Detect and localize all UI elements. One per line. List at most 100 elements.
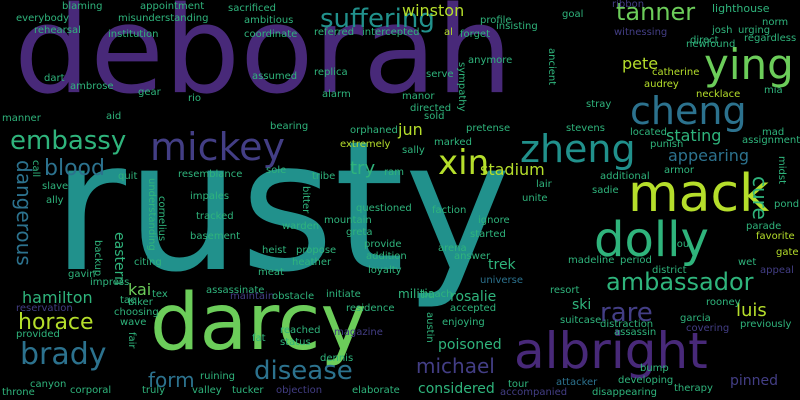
word-previously: previously bbox=[740, 319, 792, 330]
word-regardless: regardless bbox=[744, 33, 797, 44]
word-midst: midst bbox=[776, 156, 787, 184]
word-dennis: dennis bbox=[320, 353, 354, 364]
word-impress: impress bbox=[90, 277, 130, 288]
word-accompanied: accompanied bbox=[500, 387, 568, 398]
word-accepted: accepted bbox=[450, 303, 497, 314]
word-citing: citing bbox=[134, 257, 162, 268]
word-therapy: therapy bbox=[674, 383, 713, 394]
word-questioned: questioned bbox=[356, 203, 412, 214]
word-sympathy: sympathy bbox=[456, 62, 467, 112]
word-additional: additional bbox=[600, 171, 650, 182]
word-manor: manor bbox=[402, 91, 435, 102]
word-residence: residence bbox=[346, 303, 395, 314]
word-pretense: pretense bbox=[466, 123, 511, 134]
word-gear: gear bbox=[138, 87, 161, 98]
word-distraction: distraction bbox=[600, 319, 654, 330]
word-poisoned: poisoned bbox=[438, 337, 502, 353]
word-mountain: mountain bbox=[324, 215, 372, 226]
word-sadie: sadie bbox=[592, 185, 619, 196]
word-tex: tex bbox=[152, 289, 168, 300]
word-catherine: catherine bbox=[652, 67, 700, 78]
word-unite: unite bbox=[522, 193, 548, 204]
word-sole: sole bbox=[266, 165, 287, 176]
word-try: try bbox=[350, 158, 376, 179]
word-tour: tour bbox=[508, 379, 529, 390]
word-corporal: corporal bbox=[70, 385, 112, 396]
word-jun: jun bbox=[398, 120, 423, 139]
word-militia: militia bbox=[398, 287, 436, 301]
word-suitcase: suitcase bbox=[560, 315, 602, 326]
word-dolly: dolly bbox=[594, 212, 709, 268]
word-garcia: garcia bbox=[680, 313, 711, 324]
word-provided: provided bbox=[16, 329, 60, 340]
word-choosing: choosing bbox=[114, 307, 159, 318]
word-favorite: favorite bbox=[756, 231, 795, 242]
word-bitter: bitter bbox=[300, 186, 311, 214]
word-understanding: understanding bbox=[146, 178, 157, 251]
word-sold: sold bbox=[424, 111, 445, 122]
word-marked: marked bbox=[434, 137, 472, 148]
word-stating: stating bbox=[666, 126, 722, 145]
word-ram: ram bbox=[384, 167, 404, 178]
word-heather: heather bbox=[292, 257, 332, 268]
word-bump: bump bbox=[640, 363, 669, 374]
word-tae: tae bbox=[120, 295, 137, 306]
word-loyalty: loyalty bbox=[368, 265, 402, 276]
word-developing: developing bbox=[618, 375, 674, 386]
word-assumed: assumed bbox=[252, 71, 298, 82]
word-disappearing: disappearing bbox=[592, 387, 658, 398]
word-propose: propose bbox=[296, 245, 337, 256]
word-ski: ski bbox=[572, 297, 592, 313]
word-pete: pete bbox=[622, 54, 659, 73]
word-rooney: rooney bbox=[706, 297, 741, 308]
word-rusty: rusty bbox=[52, 103, 511, 312]
word-punish: punish bbox=[650, 139, 684, 150]
word-throne: throne bbox=[2, 387, 35, 398]
word-ambassador: ambassador bbox=[606, 268, 754, 296]
word-cheng: cheng bbox=[630, 89, 747, 133]
word-form: form bbox=[148, 368, 195, 392]
word-mad: mad bbox=[762, 127, 785, 138]
word-biker: biker bbox=[128, 297, 153, 308]
word-slave: slave bbox=[42, 181, 69, 192]
word-al: al bbox=[444, 27, 453, 38]
word-sacrificed: sacrificed bbox=[228, 3, 277, 14]
word-armor: armor bbox=[664, 165, 695, 176]
word-greta: greta bbox=[346, 227, 373, 238]
word-rare: rare bbox=[600, 298, 653, 328]
word-arena: arena bbox=[438, 243, 467, 254]
word-stray: stray bbox=[586, 99, 612, 110]
word-aid: aid bbox=[106, 111, 122, 122]
word-mack: mack bbox=[628, 164, 770, 224]
word-dangerous: dangerous bbox=[12, 160, 36, 266]
word-mia: mia bbox=[764, 85, 783, 96]
word-brady: brady bbox=[20, 337, 107, 372]
word-referred: referred bbox=[314, 27, 355, 38]
word-zheng: zheng bbox=[520, 127, 636, 171]
word-mickey: mickey bbox=[150, 125, 285, 169]
word-impales: impales bbox=[190, 191, 230, 202]
word-orphaned: orphaned bbox=[350, 125, 398, 136]
word-lighthouse: lighthouse bbox=[712, 2, 770, 15]
word-luis: luis bbox=[736, 300, 767, 321]
word-dart: dart bbox=[44, 73, 65, 84]
word-gavin: gavin bbox=[68, 269, 96, 280]
word-assassin: assassin bbox=[614, 327, 657, 338]
word-rosalie: rosalie bbox=[450, 289, 497, 305]
word-backup: backup bbox=[92, 240, 103, 277]
word-warden: warden bbox=[282, 221, 320, 232]
word-bearing: bearing bbox=[270, 121, 309, 132]
word-witnessing: witnessing bbox=[614, 27, 668, 38]
word-deborah: deborah bbox=[14, 0, 513, 121]
word-answer: answer bbox=[454, 251, 491, 262]
word-misunderstanding: misunderstanding bbox=[118, 13, 209, 24]
word-manner: manner bbox=[2, 113, 41, 124]
word-ying: ying bbox=[704, 40, 794, 89]
word-xin: xin bbox=[438, 143, 490, 183]
word-anymore: anymore bbox=[468, 55, 513, 66]
word-disease: disease bbox=[254, 356, 353, 386]
word-lair: lair bbox=[536, 179, 552, 190]
word-forget: forget bbox=[460, 29, 490, 40]
word-urging: urging bbox=[738, 25, 771, 36]
word-appearing: appearing bbox=[668, 146, 750, 165]
